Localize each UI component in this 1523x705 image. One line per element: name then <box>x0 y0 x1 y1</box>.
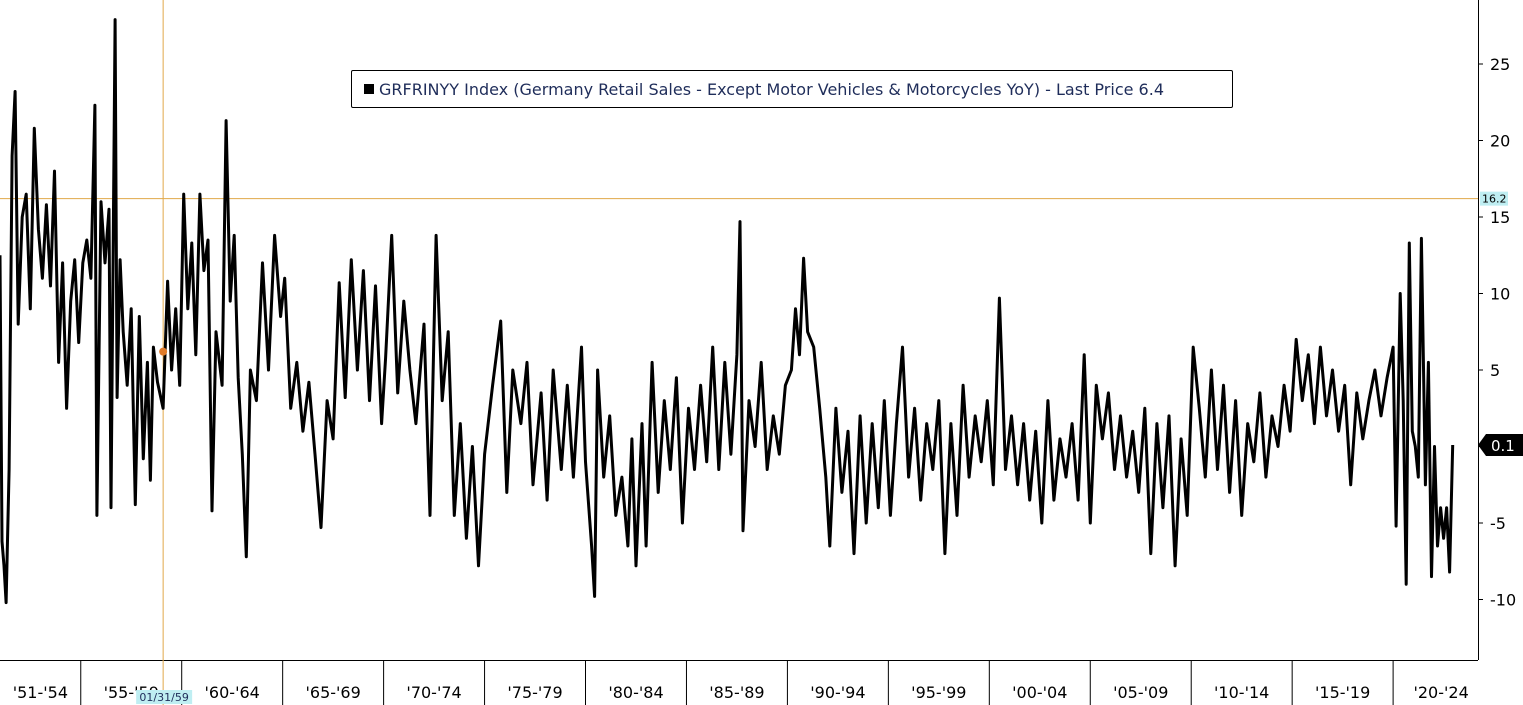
x-tick-label: '51-'54 <box>13 683 68 702</box>
y-tick-label: 15 <box>1490 208 1510 227</box>
y-tick-label: 10 <box>1490 285 1510 304</box>
y-tick-label: 20 <box>1490 132 1510 151</box>
x-tick-label: '95-'99 <box>911 683 966 702</box>
y-axis: 25 20 15 10 5 -5 -10 <box>1478 0 1516 660</box>
x-tick-label: '20-'24 <box>1413 683 1468 702</box>
crosshair-x-label-bg <box>136 690 193 704</box>
legend-text: GRFRINYY Index (Germany Retail Sales - E… <box>379 79 1164 99</box>
x-tick-label: '60-'64 <box>205 683 260 702</box>
x-tick-label: '05-'09 <box>1113 683 1168 702</box>
x-tick-label: '70-'74 <box>406 683 461 702</box>
x-tick-label: '15-'19 <box>1315 683 1370 702</box>
x-tick-label: '75-'79 <box>507 683 562 702</box>
legend-swatch <box>364 84 374 94</box>
y-tick-label: 25 <box>1490 55 1510 74</box>
crosshair-x-label: 01/31/59 <box>139 691 188 704</box>
chart-legend: GRFRINYY Index (Germany Retail Sales - E… <box>351 70 1233 108</box>
x-tick-label: '00-'04 <box>1012 683 1067 702</box>
x-tick-label: '90-'94 <box>810 683 865 702</box>
y-tick-label: -10 <box>1490 591 1516 610</box>
y-tick-label: 5 <box>1490 361 1500 380</box>
x-tick-label: '65-'69 <box>305 683 360 702</box>
x-tick-label: '85-'89 <box>709 683 764 702</box>
x-tick-label: '80-'84 <box>608 683 663 702</box>
crosshair-y-label: 16.2 <box>1482 193 1507 206</box>
x-axis: '51-'54'55-'59'60-'64'65-'69'70-'74'75-'… <box>0 660 1478 705</box>
value-labels: 16.2 01/31/59 0.1 <box>136 191 1523 704</box>
crosshair-marker <box>159 347 168 356</box>
series-layer <box>0 18 1455 605</box>
last-value-label-bg <box>1478 433 1523 456</box>
y-tick-label: -5 <box>1490 514 1506 533</box>
last-value-label: 0.1 <box>1491 437 1515 455</box>
x-tick-label: '10-'14 <box>1214 683 1269 702</box>
series-line <box>0 18 1455 605</box>
crosshair-y-label-bg <box>1480 191 1508 206</box>
